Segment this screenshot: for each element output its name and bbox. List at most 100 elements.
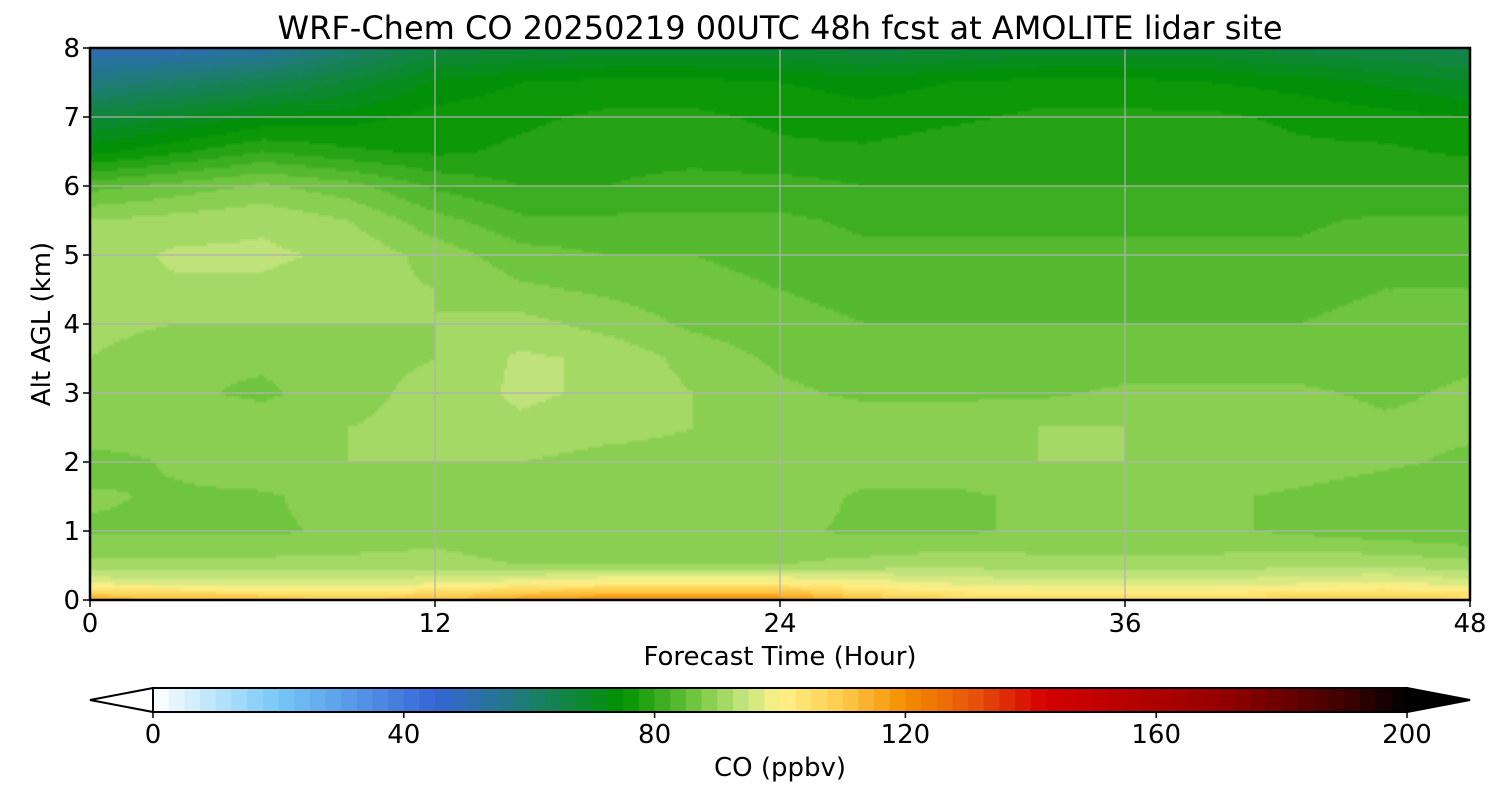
colorbar-bin: [215, 688, 232, 712]
colorbar-over-arrow: [1406, 686, 1471, 714]
y-tick-label: 6: [63, 172, 80, 202]
y-tick-label: 5: [63, 241, 80, 271]
colorbar-bin: [1140, 688, 1157, 712]
colorbar-bin: [341, 688, 358, 712]
colorbar-bin: [1171, 688, 1189, 712]
colorbar-bin: [372, 688, 389, 712]
y-axis-label: Alt AGL (km): [27, 242, 57, 406]
colorbar-bin: [560, 688, 577, 712]
y-tick-label: 1: [63, 517, 80, 547]
colorbar-bin: [764, 688, 781, 712]
colorbar-bin: [921, 688, 938, 712]
colorbar-bin: [638, 688, 656, 712]
colorbar-tick-label: 160: [1131, 720, 1181, 750]
colorbar-bin: [983, 688, 1001, 712]
colorbar-bin: [717, 688, 734, 712]
colorbar-bin: [450, 688, 468, 712]
colorbar-bin: [1077, 688, 1095, 712]
colorbar-bin: [497, 688, 515, 712]
colorbar-bin: [999, 688, 1016, 712]
colorbar-frame: [152, 687, 1408, 713]
x-tick-label: 36: [1108, 609, 1141, 639]
colorbar-bin: [466, 688, 483, 712]
colorbar-bin: [905, 688, 922, 712]
colorbar-bin: [654, 688, 671, 712]
colorbar-bin: [607, 688, 624, 712]
colorbar-bin: [513, 688, 530, 712]
colorbar-bin: [623, 688, 640, 712]
colorbar-bin: [262, 688, 279, 712]
colorbar-bin: [780, 688, 797, 712]
colorbar-bin: [388, 688, 405, 712]
colorbar-bins: [153, 688, 1408, 712]
colorbar-bin: [889, 688, 906, 712]
colorbar-bin: [231, 688, 248, 712]
y-tick-label: 3: [63, 379, 80, 409]
colorbar-bin: [1328, 688, 1345, 712]
colorbar-bin: [1344, 688, 1361, 712]
colorbar-bin: [827, 688, 844, 712]
x-tick-label: 24: [763, 609, 796, 639]
colorbar-bin: [591, 688, 609, 712]
colorbar-bin: [247, 688, 264, 712]
colorbar-tick-label: 40: [387, 720, 420, 750]
colorbar-ticks: 0 40 80 120 160 200: [145, 712, 1432, 750]
colorbar-bin: [1391, 688, 1408, 712]
colorbar-bin: [1093, 688, 1110, 712]
colorbar-bin: [1046, 688, 1063, 712]
colorbar-bin: [356, 688, 374, 712]
colorbar: 0 40 80 120 160 200: [89, 686, 1471, 750]
colorbar-bin: [1156, 688, 1173, 712]
colorbar-bin: [184, 688, 201, 712]
colorbar-bin: [732, 688, 750, 712]
colorbar-bin: [325, 688, 342, 712]
y-tick-label: 0: [63, 586, 80, 616]
colorbar-bin: [576, 688, 593, 712]
colorbar-bin: [1234, 688, 1251, 712]
colorbar-bin: [1375, 688, 1392, 712]
colorbar-bin: [435, 688, 452, 712]
colorbar-tick-label: 200: [1382, 720, 1432, 750]
grid: [90, 48, 1470, 600]
colorbar-bin: [278, 688, 295, 712]
colorbar-bin: [309, 688, 327, 712]
y-tick-label: 4: [63, 310, 80, 340]
colorbar-tick-label: 120: [881, 720, 931, 750]
colorbar-bin: [1015, 688, 1032, 712]
colorbar-bin: [968, 688, 985, 712]
colorbar-bin: [153, 688, 170, 712]
y-tick-label: 8: [63, 34, 80, 64]
colorbar-label: CO (ppbv): [714, 753, 846, 783]
colorbar-bin: [936, 688, 954, 712]
colorbar-bin: [795, 688, 812, 712]
colorbar-bin: [1359, 688, 1377, 712]
colorbar-bin: [1297, 688, 1314, 712]
x-axis: 0 12 24 36 48: [82, 600, 1487, 639]
colorbar-tick-label: 80: [638, 720, 671, 750]
colorbar-bin: [842, 688, 859, 712]
colorbar-bin: [529, 688, 546, 712]
y-axis: 0 1 2 3 4 5 6 7 8: [63, 34, 90, 616]
colorbar-bin: [419, 688, 436, 712]
colorbar-bin: [1030, 688, 1048, 712]
colorbar-bin: [544, 688, 562, 712]
chart-title: WRF-Chem CO 20250219 00UTC 48h fcst at A…: [277, 9, 1282, 47]
colorbar-bin: [1265, 688, 1283, 712]
colorbar-bin: [1250, 688, 1267, 712]
colorbar-bin: [1124, 688, 1142, 712]
colorbar-bin: [294, 688, 311, 712]
colorbar-bin: [685, 688, 703, 712]
y-tick-label: 7: [63, 103, 80, 133]
colorbar-bin: [1203, 688, 1220, 712]
y-tick-label: 2: [63, 448, 80, 478]
colorbar-bin: [200, 688, 217, 712]
colorbar-bin: [858, 688, 875, 712]
colorbar-tick-label: 0: [145, 720, 162, 750]
colorbar-bin: [168, 688, 185, 712]
x-tick-label: 0: [82, 609, 99, 639]
colorbar-bin: [1312, 688, 1330, 712]
colorbar-bin: [952, 688, 969, 712]
colorbar-bin: [1187, 688, 1204, 712]
colorbar-bin: [670, 688, 687, 712]
